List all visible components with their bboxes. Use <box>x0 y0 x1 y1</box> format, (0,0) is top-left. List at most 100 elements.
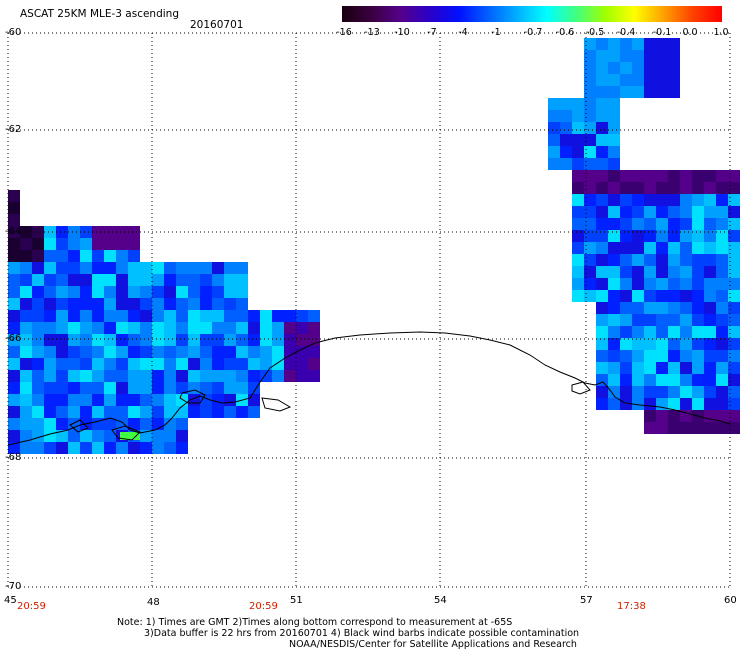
swath-pixel <box>620 194 632 206</box>
swath-pixel <box>128 442 140 454</box>
swath-pixel <box>728 206 740 218</box>
swath-pixel <box>584 98 596 110</box>
swath-pixel <box>188 358 200 370</box>
swath-pixel <box>92 346 104 358</box>
swath-pixel <box>608 122 620 134</box>
swath-pixel <box>140 298 152 310</box>
swath-pixel <box>128 322 140 334</box>
swath-pixel <box>620 50 632 62</box>
swath-pixel <box>596 50 608 62</box>
swath-pixel <box>728 230 740 242</box>
swath-pixel <box>44 394 56 406</box>
swath-pixel <box>272 346 284 358</box>
swath-pixel <box>656 362 668 374</box>
swath-pixel <box>572 182 584 194</box>
swath-pixel <box>632 74 644 86</box>
lon-label: 51 <box>290 595 303 606</box>
swath-pixel <box>92 310 104 322</box>
swath-pixel <box>668 290 680 302</box>
swath-pixel <box>80 250 92 262</box>
swath-pixel <box>104 310 116 322</box>
swath-pixel <box>128 298 140 310</box>
swath-pixel <box>44 298 56 310</box>
swath-pixel <box>572 242 584 254</box>
swath-pixel <box>608 314 620 326</box>
swath-pixel <box>56 298 68 310</box>
swath-pixel <box>632 254 644 266</box>
swath-pixel <box>620 302 632 314</box>
swath-pixel <box>584 38 596 50</box>
swath-pixel <box>236 334 248 346</box>
swath-pixel <box>104 322 116 334</box>
swath-pixel <box>608 170 620 182</box>
swath-pixel <box>608 74 620 86</box>
swath-pixel <box>20 406 32 418</box>
swath-pixel <box>668 362 680 374</box>
colorbar-label: -7 <box>427 27 437 38</box>
swath-pixel <box>92 322 104 334</box>
swath-pixel <box>692 314 704 326</box>
swath-pixel <box>92 238 104 250</box>
swath-pixel <box>56 334 68 346</box>
swath-pixel <box>692 278 704 290</box>
swath-pixel <box>260 358 272 370</box>
swath-pixel <box>236 358 248 370</box>
swath-pixel <box>668 254 680 266</box>
swath-pixel <box>224 286 236 298</box>
swath-pixel <box>308 322 320 334</box>
swath-pixel <box>92 250 104 262</box>
swath-pixel <box>728 302 740 314</box>
swath-pixel <box>128 274 140 286</box>
swath-pixel <box>176 274 188 286</box>
swath-pixel <box>728 374 740 386</box>
swath-pixel <box>668 170 680 182</box>
swath-pixel <box>164 286 176 298</box>
swath-pixel <box>608 362 620 374</box>
swath-pixel <box>704 362 716 374</box>
swath-pixel <box>728 350 740 362</box>
swath-pixel <box>260 346 272 358</box>
swath-pixel <box>584 62 596 74</box>
swath-pixel <box>248 406 260 418</box>
swath-pixel <box>608 182 620 194</box>
swath-pixel <box>728 386 740 398</box>
swath-pixel <box>20 274 32 286</box>
swath-pixel <box>632 206 644 218</box>
swath-pixel <box>716 422 728 434</box>
swath-pixel <box>596 254 608 266</box>
swath-pixel <box>104 226 116 238</box>
swath-pixel <box>620 86 632 98</box>
swath-pixel <box>596 338 608 350</box>
swath-pixel <box>584 194 596 206</box>
swath-pixel <box>632 290 644 302</box>
swath-pixel <box>152 274 164 286</box>
swath-pixel <box>128 286 140 298</box>
swath-pixel <box>584 230 596 242</box>
swath-pixel <box>632 350 644 362</box>
swath-pixel <box>120 432 140 440</box>
swath-pixel <box>224 310 236 322</box>
swath-pixel <box>260 370 272 382</box>
swath-pixel <box>236 286 248 298</box>
swath-pixel <box>236 274 248 286</box>
swath-pixel <box>728 338 740 350</box>
swath-pixel <box>200 322 212 334</box>
swath-pixel <box>284 310 296 322</box>
swath-pixel <box>596 194 608 206</box>
swath-pixel <box>236 262 248 274</box>
swath-pixel <box>8 262 20 274</box>
lat-label: -62 <box>5 124 22 135</box>
swath-pixel <box>656 170 668 182</box>
swath-pixel <box>632 374 644 386</box>
swath-pixel <box>212 310 224 322</box>
swath-pixel <box>8 442 20 454</box>
swath-pixel <box>560 158 572 170</box>
lat-label: -64 <box>5 226 22 237</box>
swath-pixel <box>704 242 716 254</box>
swath-pixel <box>20 238 32 250</box>
swath-pixel <box>32 334 44 346</box>
swath-pixel <box>656 374 668 386</box>
lon-label: 48 <box>147 597 160 608</box>
swath-pixel <box>656 182 668 194</box>
swath-pixel <box>596 350 608 362</box>
